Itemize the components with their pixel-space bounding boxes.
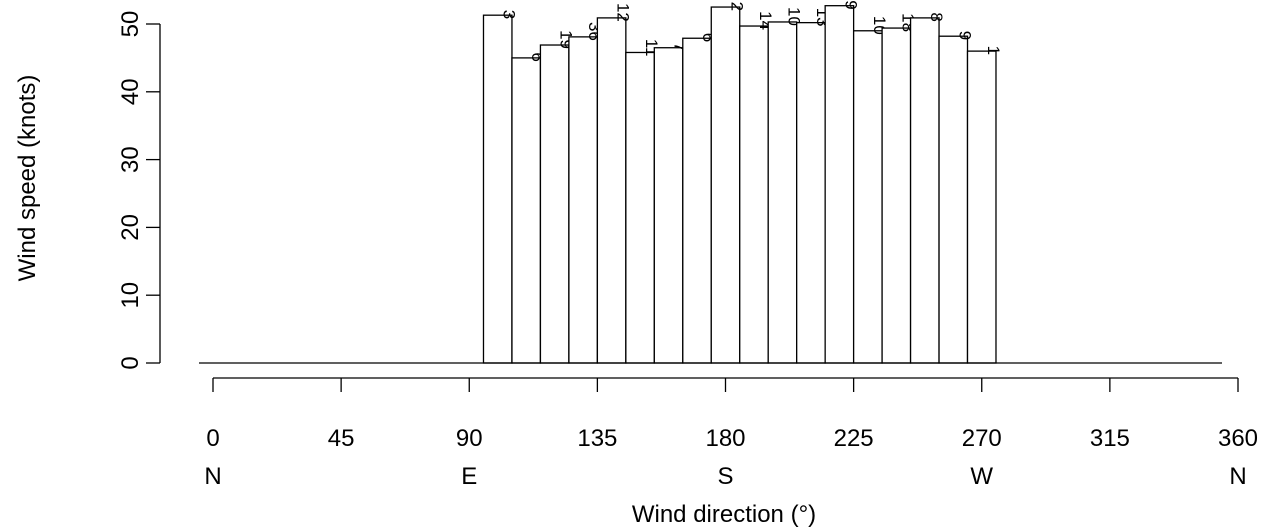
bar-count-label: 10 [784,7,803,26]
bar [881,27,912,364]
bar-count-label: 6 [699,33,718,42]
bar [596,17,627,364]
x-tick-label: 135 [577,425,617,452]
x-tick-label: 0 [206,425,219,452]
bar [511,57,542,364]
y-tick-label: 10 [117,282,144,309]
bar [682,37,712,364]
bar-count-label: 2 [728,2,747,11]
bar [852,30,883,364]
x-tick-label: 315 [1090,425,1130,452]
bar [909,17,940,364]
bar [824,5,855,364]
y-tick-label: 40 [117,78,144,105]
x-tick-label: 90 [456,425,483,452]
bar-count-label: 12 [614,3,633,22]
x-compass-label: N [1229,463,1246,490]
bar [938,35,969,364]
bar [482,14,513,364]
y-axis-title: Wind speed (knots) [14,75,41,282]
x-tick-label: 45 [328,425,355,452]
x-tick-label: 270 [962,425,1002,452]
bar [710,6,741,364]
y-tick-label: 30 [117,146,144,173]
bar-count-label: 1 [984,46,1003,55]
bar-count-label: 7 [671,42,690,51]
x-compass-label: W [970,463,993,490]
bar [568,36,599,364]
x-axis: 0 45 90 135 180 225 270 315 360 N E S W N [204,377,1258,490]
bar [767,21,798,364]
bar [539,44,570,364]
bar [966,50,997,364]
bar [653,47,684,364]
y-tick-label: 20 [117,214,144,241]
bar [796,21,826,364]
bar [625,51,655,364]
x-axis-title: Wind direction (°) [632,501,816,528]
bar-count-label: 3 [500,10,519,19]
y-tick-label: 50 [117,11,144,38]
x-compass-label: E [461,463,477,490]
y-tick-label: 0 [117,356,144,369]
bar-count-label: 19 [841,0,860,10]
x-compass-label: S [717,463,733,490]
bar-count-label: 6 [528,52,547,61]
bar-count-label: 9 [955,31,974,40]
y-axis: 0 10 20 30 40 50 [117,11,161,370]
x-compass-label: N [204,463,221,490]
x-tick-label: 225 [834,425,874,452]
bar-count-label: 8 [927,12,946,21]
x-tick-label: 180 [705,425,745,452]
x-tick-label: 360 [1218,425,1258,452]
bar [739,25,769,364]
